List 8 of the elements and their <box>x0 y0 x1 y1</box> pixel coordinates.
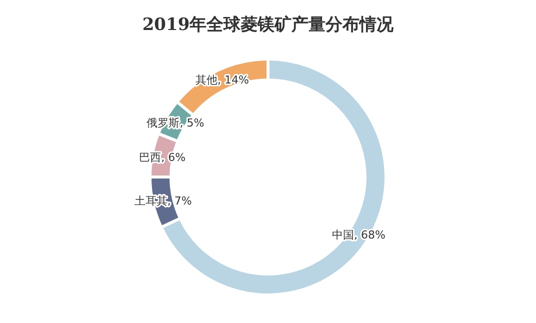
data-label: , 5% <box>180 116 204 130</box>
data-label: , 14% <box>218 74 249 87</box>
slice-label: 巴西 <box>139 150 162 164</box>
chart-title: 2019年全球菱镁矿产量分布情况 <box>142 15 395 35</box>
data-label: , 6% <box>161 150 186 164</box>
data-label: , 7% <box>167 194 192 208</box>
slice-label: 中国 <box>332 228 354 242</box>
data-label: , 68% <box>354 228 386 242</box>
